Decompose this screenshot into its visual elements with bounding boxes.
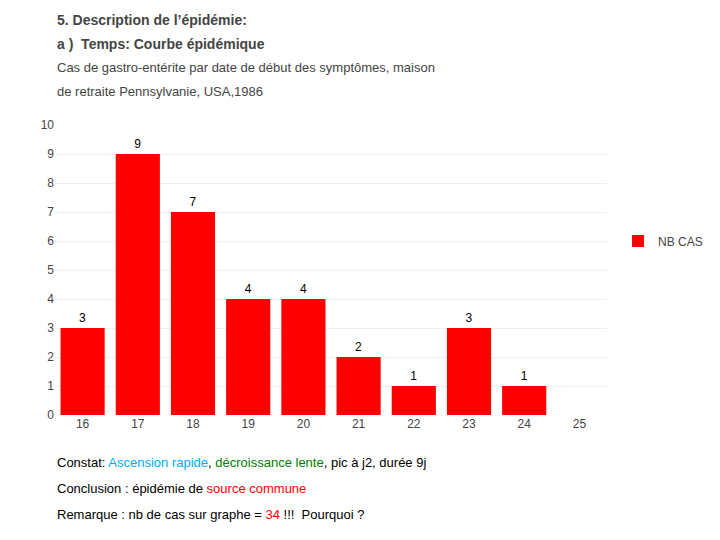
svg-text:21: 21	[352, 417, 366, 431]
svg-text:4: 4	[300, 282, 307, 296]
svg-text:2: 2	[355, 340, 362, 354]
svg-text:7: 7	[47, 205, 54, 219]
svg-text:8: 8	[47, 176, 54, 190]
svg-text:3: 3	[466, 311, 473, 325]
svg-text:de retraite Pennsylvanie, USA,: de retraite Pennsylvanie, USA,1986	[57, 84, 263, 99]
svg-text:6: 6	[47, 234, 54, 248]
svg-text:20: 20	[297, 417, 311, 431]
svg-text:5: 5	[47, 263, 54, 277]
svg-text:16: 16	[76, 417, 90, 431]
svg-text:25: 25	[573, 417, 587, 431]
svg-text:19: 19	[242, 417, 256, 431]
svg-text:NB CAS: NB CAS	[658, 235, 703, 249]
svg-text:24: 24	[518, 417, 532, 431]
svg-text:4: 4	[47, 292, 54, 306]
svg-text:a ) Temps: Courbe épidémique: a ) Temps: Courbe épidémique	[57, 36, 265, 52]
svg-text:1: 1	[521, 369, 528, 383]
svg-text:5. Description de l’épidémie:: 5. Description de l’épidémie:	[57, 12, 247, 28]
svg-text:23: 23	[462, 417, 476, 431]
svg-text:9: 9	[47, 147, 54, 161]
svg-text:18: 18	[186, 417, 200, 431]
svg-text:7: 7	[190, 195, 197, 209]
svg-text:9: 9	[134, 137, 141, 151]
svg-text:2: 2	[47, 350, 54, 364]
svg-text:1: 1	[47, 379, 54, 393]
svg-text:17: 17	[131, 417, 145, 431]
svg-text:3: 3	[79, 311, 86, 325]
svg-text:4: 4	[245, 282, 252, 296]
svg-text:10: 10	[41, 118, 55, 132]
svg-text:3: 3	[47, 321, 54, 335]
svg-text:22: 22	[407, 417, 421, 431]
svg-text:Remarque : nb de cas sur graph: Remarque : nb de cas sur graphe = 34 !!!…	[57, 507, 365, 522]
svg-text:Constat: Ascension rapide, déc: Constat: Ascension rapide, décroissance …	[57, 455, 426, 470]
svg-text:Cas de gastro-entérite par dat: Cas de gastro-entérite par date de début…	[57, 60, 435, 75]
svg-text:1: 1	[410, 369, 417, 383]
svg-text:0: 0	[47, 408, 54, 422]
svg-text:Conclusion : épidémie de sourc: Conclusion : épidémie de source commune	[57, 481, 306, 496]
